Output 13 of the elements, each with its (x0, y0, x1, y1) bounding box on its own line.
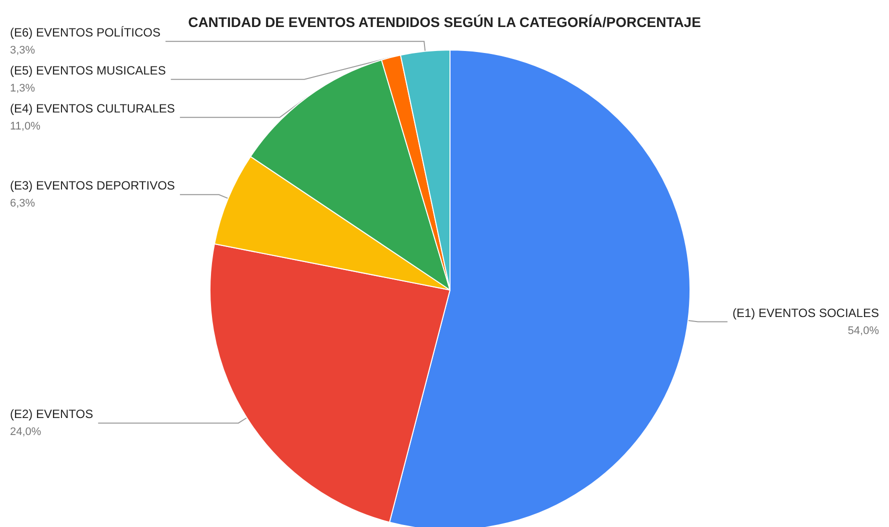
data-label: 1,3% (10, 82, 36, 94)
slice-label: (E6) EVENTOS POLÍTICOS (10, 25, 160, 40)
slice-label: (E2) EVENTOS (10, 407, 94, 422)
chart-title: CANTIDAD DE EVENTOS ATENDIDOS SEGÚN LA CATEGORÍA/PORCENTAJE (188, 14, 701, 30)
data-label: 11,0% (10, 120, 41, 132)
slice-label: (E4) EVENTOS CULTURALES (10, 101, 175, 116)
data-label: 6,3% (10, 198, 36, 210)
data-label: 3,3% (10, 44, 36, 56)
slice-label: (E1) EVENTOS SOCIALES (732, 306, 879, 320)
data-label: 54,0% (848, 324, 880, 337)
slice-label: (E3) EVENTOS DEPORTIVOS (10, 178, 175, 193)
slice-label: (E5) EVENTOS MUSICALES (10, 63, 166, 78)
data-label: 24,0% (10, 426, 42, 438)
